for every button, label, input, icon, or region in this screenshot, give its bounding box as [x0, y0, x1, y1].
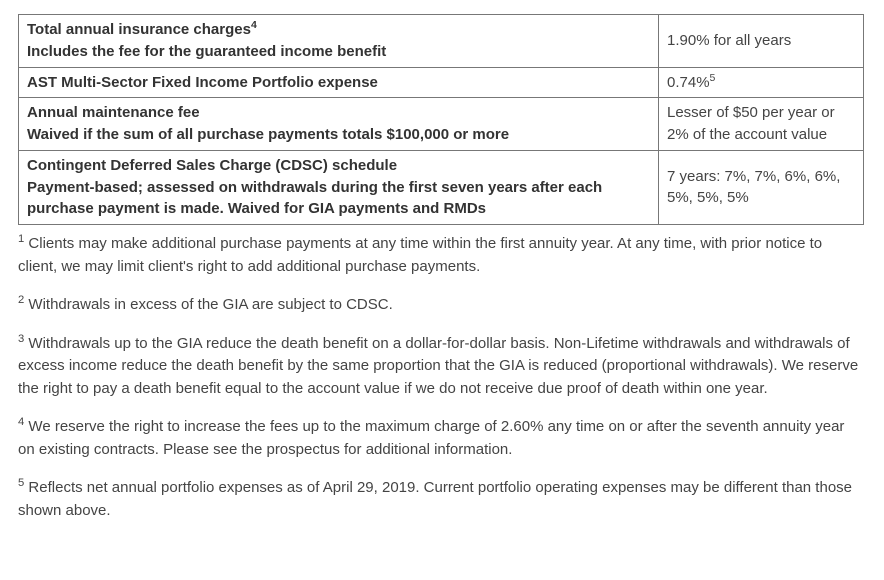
fee-label: Annual maintenance feeWaived if the sum …	[19, 98, 659, 151]
fees-table: Total annual insurance charges4Includes …	[18, 14, 864, 225]
footnote: 3 Withdrawals up to the GIA reduce the d…	[18, 331, 864, 401]
fee-value: 1.90% for all years	[659, 15, 864, 68]
footnote-text: Withdrawals in excess of the GIA are sub…	[24, 296, 392, 313]
table-row: Annual maintenance feeWaived if the sum …	[19, 98, 864, 151]
footnote-text: Reflects net annual portfolio expenses a…	[18, 479, 852, 519]
footnote-text: Clients may make additional purchase pay…	[18, 235, 822, 275]
footnotes: 1 Clients may make additional purchase p…	[18, 231, 864, 522]
footnote-text: Withdrawals up to the GIA reduce the dea…	[18, 335, 858, 397]
fees-table-body: Total annual insurance charges4Includes …	[19, 15, 864, 225]
footnote: 2 Withdrawals in excess of the GIA are s…	[18, 292, 864, 317]
footnote: 1 Clients may make additional purchase p…	[18, 231, 864, 278]
table-row: AST Multi-Sector Fixed Income Portfolio …	[19, 67, 864, 98]
footnote: 5 Reflects net annual portfolio expenses…	[18, 475, 864, 522]
fee-label: Contingent Deferred Sales Charge (CDSC) …	[19, 150, 659, 224]
footnote-text: We reserve the right to increase the fee…	[18, 418, 844, 458]
table-row: Total annual insurance charges4Includes …	[19, 15, 864, 68]
fee-value: 0.74%5	[659, 67, 864, 98]
fee-label: Total annual insurance charges4Includes …	[19, 15, 659, 68]
table-row: Contingent Deferred Sales Charge (CDSC) …	[19, 150, 864, 224]
footnote: 4 We reserve the right to increase the f…	[18, 414, 864, 461]
fee-value: 7 years: 7%, 7%, 6%, 6%, 5%, 5%, 5%	[659, 150, 864, 224]
fee-label: AST Multi-Sector Fixed Income Portfolio …	[19, 67, 659, 98]
fee-value: Lesser of $50 per year or 2% of the acco…	[659, 98, 864, 151]
